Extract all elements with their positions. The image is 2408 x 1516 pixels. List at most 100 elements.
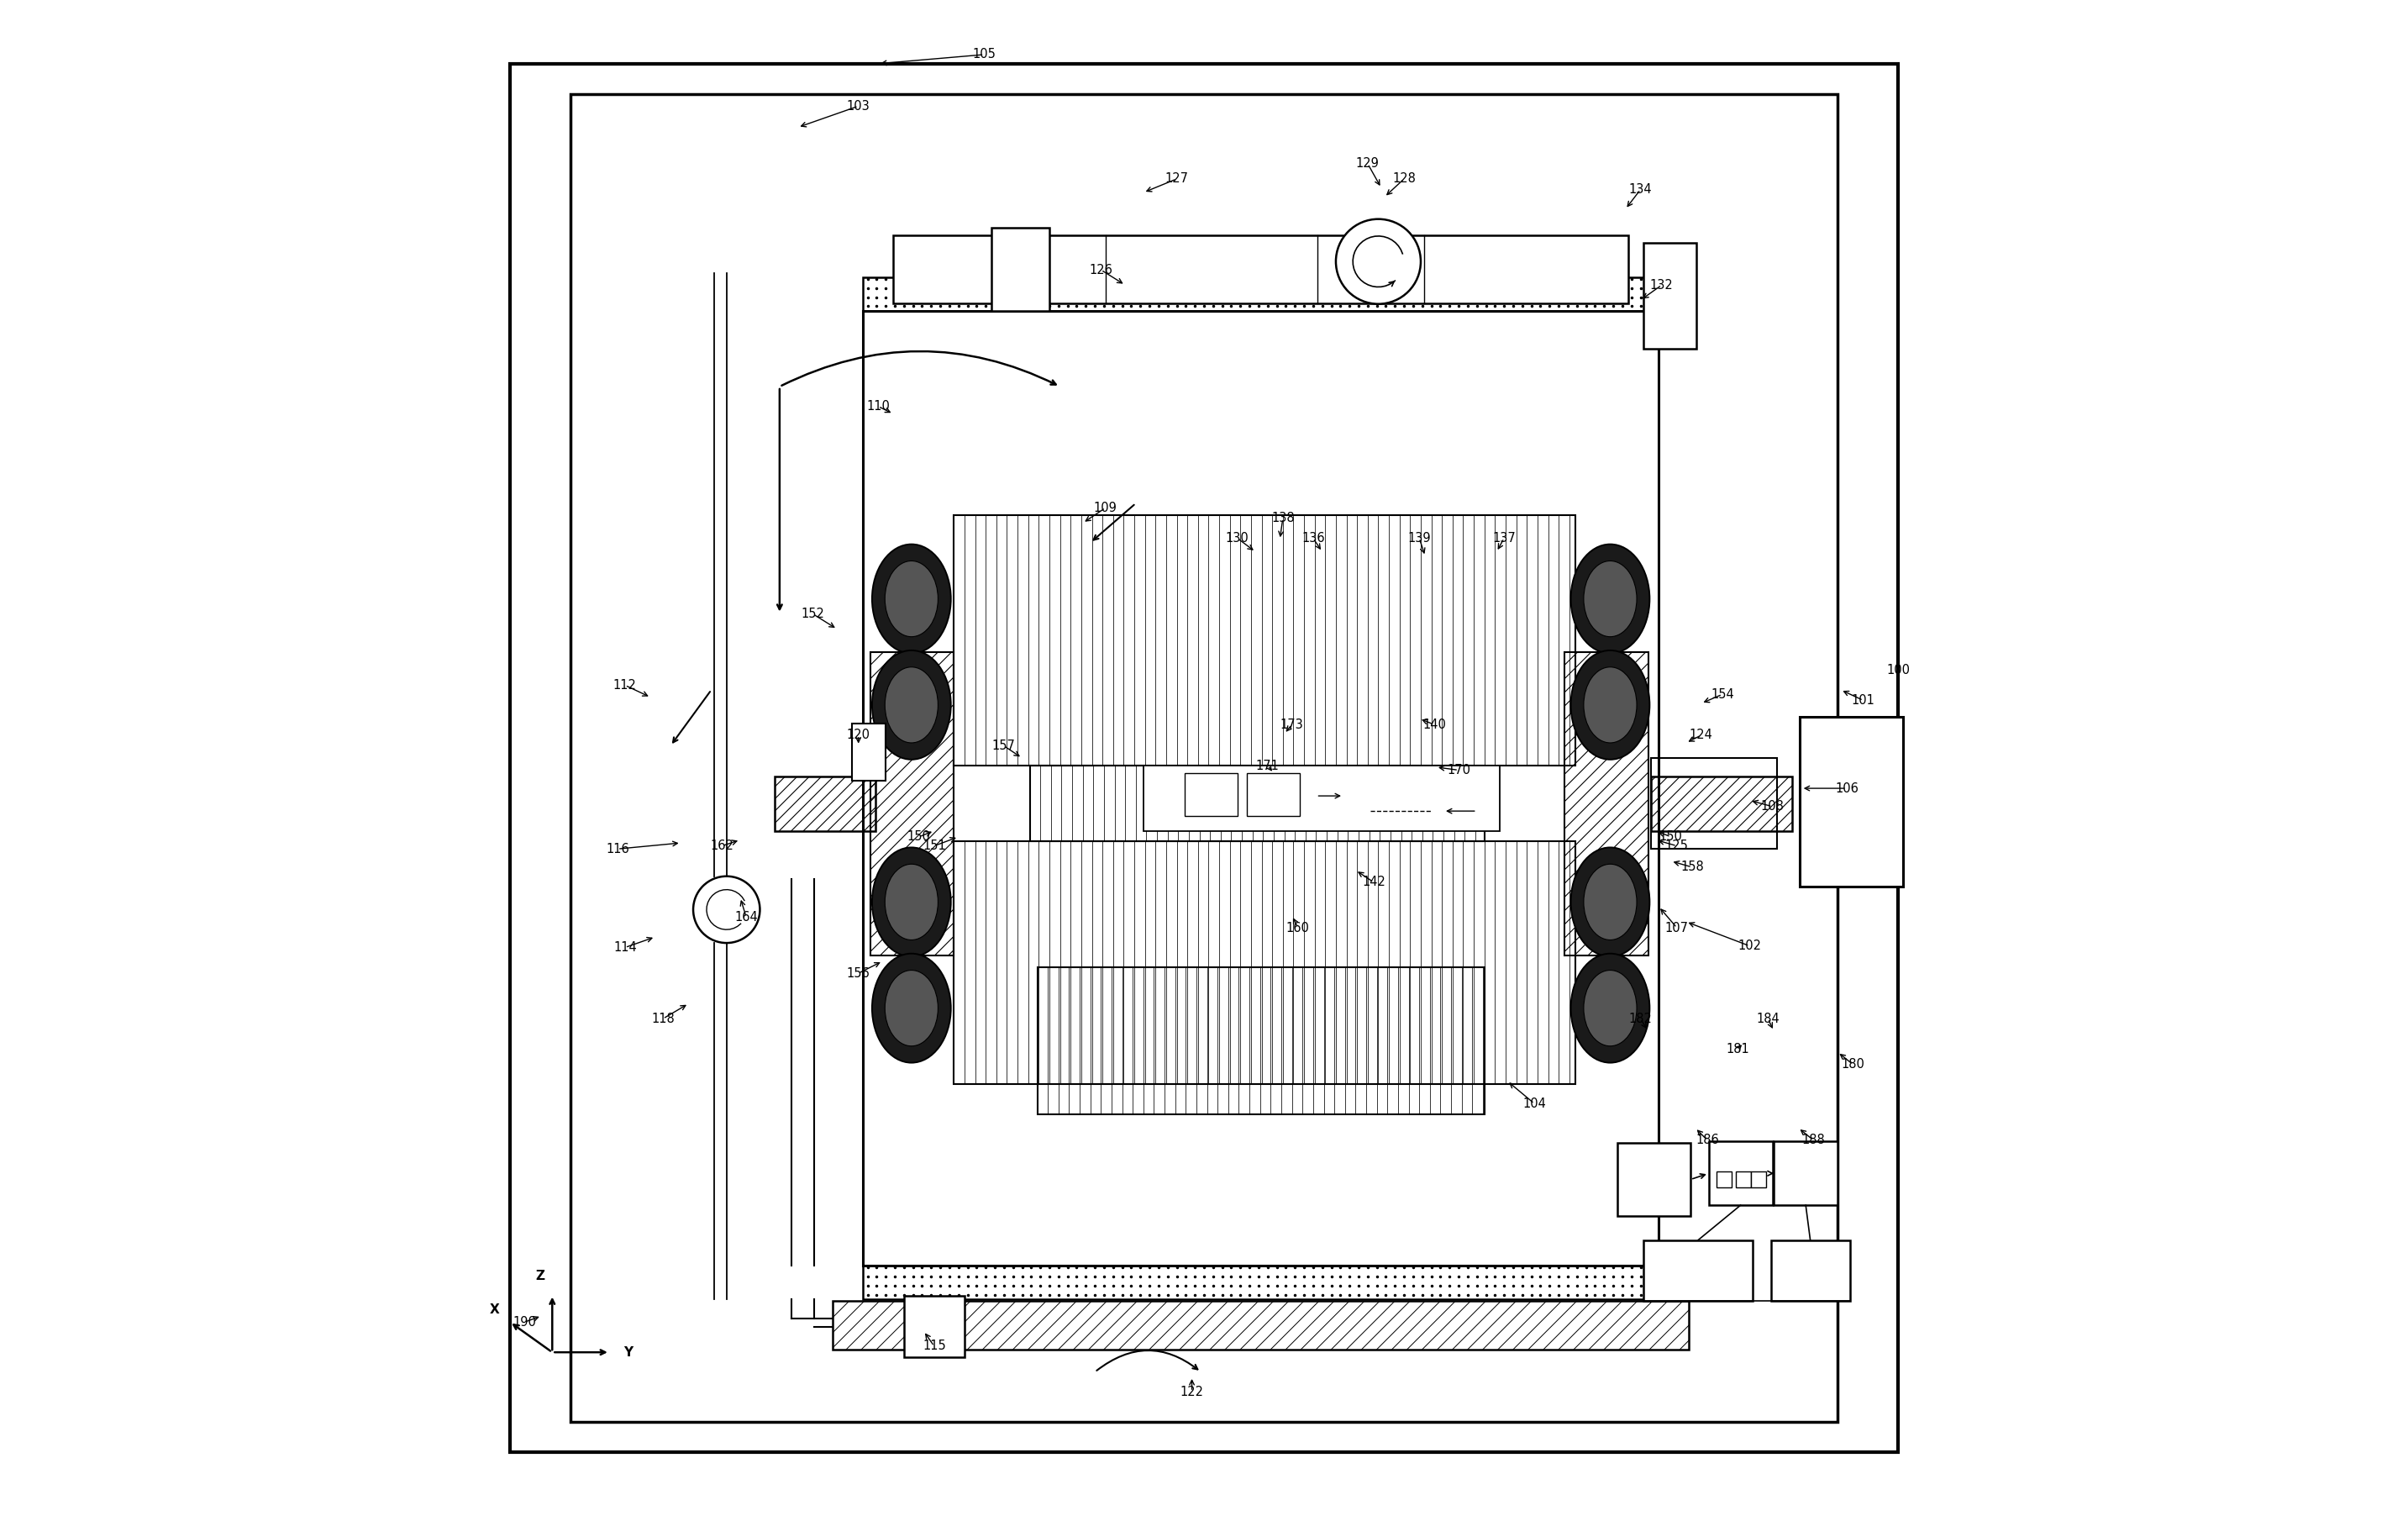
Bar <box>1645 243 1698 349</box>
Text: 180: 180 <box>1842 1058 1864 1070</box>
Bar <box>1652 776 1792 831</box>
Text: 157: 157 <box>992 740 1016 752</box>
Text: 116: 116 <box>607 843 628 855</box>
Bar <box>1618 1143 1690 1216</box>
Text: 156: 156 <box>848 967 869 979</box>
Text: 103: 103 <box>848 100 869 112</box>
Text: 120: 120 <box>848 729 869 741</box>
Text: 127: 127 <box>1165 173 1190 185</box>
Ellipse shape <box>1584 667 1637 743</box>
Text: 104: 104 <box>1522 1098 1546 1110</box>
Text: 150: 150 <box>1659 831 1683 843</box>
Bar <box>1652 758 1777 849</box>
Text: 171: 171 <box>1257 760 1279 772</box>
Text: 115: 115 <box>922 1340 946 1352</box>
Text: 134: 134 <box>1628 183 1652 196</box>
Bar <box>862 311 1659 1266</box>
Text: 154: 154 <box>1710 688 1734 700</box>
Ellipse shape <box>872 954 951 1063</box>
Text: 142: 142 <box>1363 876 1385 888</box>
Text: Z: Z <box>535 1270 544 1283</box>
Bar <box>852 723 886 781</box>
Bar <box>1565 652 1647 955</box>
Bar <box>1038 967 1483 1114</box>
Ellipse shape <box>1570 544 1649 653</box>
Text: 109: 109 <box>1093 502 1117 514</box>
Text: 184: 184 <box>1755 1013 1780 1025</box>
Text: 136: 136 <box>1303 532 1324 544</box>
Bar <box>1645 1240 1753 1301</box>
Ellipse shape <box>1570 650 1649 760</box>
Bar <box>862 277 1659 311</box>
Text: 162: 162 <box>710 840 734 852</box>
Text: 160: 160 <box>1286 922 1310 934</box>
Ellipse shape <box>1570 847 1649 957</box>
Text: 132: 132 <box>1649 279 1674 291</box>
Ellipse shape <box>886 970 939 1046</box>
Text: 188: 188 <box>1801 1134 1825 1146</box>
Text: 128: 128 <box>1392 173 1416 185</box>
Text: 118: 118 <box>650 1013 674 1025</box>
Text: 158: 158 <box>1681 861 1705 873</box>
Ellipse shape <box>872 650 951 760</box>
Bar <box>1751 1172 1767 1187</box>
Bar <box>1247 773 1300 816</box>
Text: 139: 139 <box>1409 532 1430 544</box>
Text: 150: 150 <box>908 831 932 843</box>
Bar <box>571 94 1837 1422</box>
Bar <box>954 841 1575 1084</box>
Text: 137: 137 <box>1493 532 1515 544</box>
Bar <box>1775 1142 1837 1205</box>
Ellipse shape <box>886 561 939 637</box>
Bar <box>1710 1142 1772 1205</box>
Text: 110: 110 <box>867 400 891 412</box>
Circle shape <box>694 876 761 943</box>
Text: 186: 186 <box>1695 1134 1719 1146</box>
Text: 101: 101 <box>1852 694 1876 706</box>
Text: 107: 107 <box>1666 922 1688 934</box>
Text: 151: 151 <box>922 840 946 852</box>
Text: 181: 181 <box>1727 1043 1748 1055</box>
Text: 105: 105 <box>973 49 997 61</box>
Text: 100: 100 <box>1885 664 1910 676</box>
Bar <box>1717 1172 1731 1187</box>
Text: 140: 140 <box>1423 719 1447 731</box>
Text: X: X <box>489 1304 498 1316</box>
Text: 190: 190 <box>513 1316 537 1328</box>
Text: 152: 152 <box>802 608 824 620</box>
Text: 182: 182 <box>1628 1013 1652 1025</box>
Bar <box>893 235 1628 303</box>
Text: 164: 164 <box>734 911 759 923</box>
Ellipse shape <box>1570 954 1649 1063</box>
Ellipse shape <box>1584 970 1637 1046</box>
Text: 122: 122 <box>1180 1386 1204 1398</box>
Bar <box>954 515 1575 766</box>
Ellipse shape <box>1584 864 1637 940</box>
Bar <box>1799 717 1902 887</box>
Ellipse shape <box>886 864 939 940</box>
Bar <box>903 1296 966 1357</box>
Bar <box>833 1301 1688 1349</box>
Circle shape <box>1336 220 1421 303</box>
Text: 108: 108 <box>1760 800 1784 813</box>
Ellipse shape <box>872 544 951 653</box>
Text: 124: 124 <box>1690 729 1712 741</box>
Text: 112: 112 <box>614 679 636 691</box>
Ellipse shape <box>886 667 939 743</box>
Bar <box>1185 773 1238 816</box>
Text: 114: 114 <box>614 941 636 954</box>
Bar <box>872 652 954 955</box>
Text: 106: 106 <box>1835 782 1859 794</box>
Text: Y: Y <box>624 1346 633 1358</box>
Text: 125: 125 <box>1666 840 1688 852</box>
Bar <box>1736 1172 1751 1187</box>
Bar <box>1144 766 1500 831</box>
Ellipse shape <box>1584 561 1637 637</box>
Text: 170: 170 <box>1447 764 1471 776</box>
Bar <box>1770 1240 1849 1301</box>
Bar <box>992 227 1050 311</box>
Text: 129: 129 <box>1356 158 1380 170</box>
Bar <box>862 1266 1659 1299</box>
Ellipse shape <box>872 847 951 957</box>
Text: 138: 138 <box>1271 512 1296 525</box>
